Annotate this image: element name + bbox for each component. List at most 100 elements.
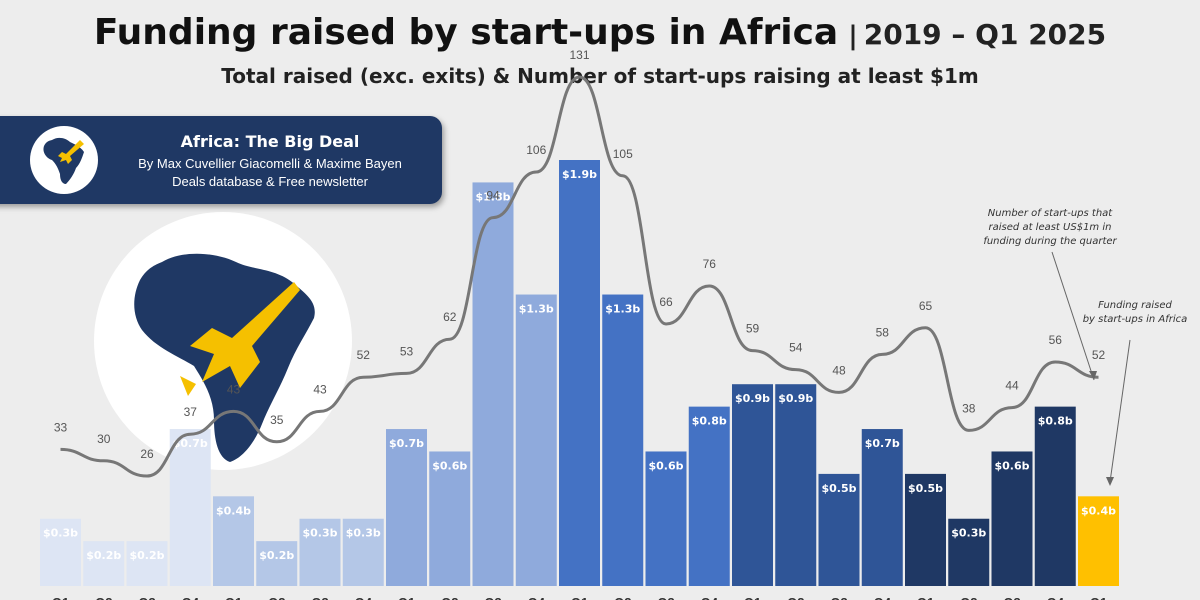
bar-22	[948, 518, 990, 586]
bar-6	[256, 541, 298, 586]
bar-label-1: $0.3b	[43, 527, 78, 540]
category-label-11: Q3	[484, 595, 501, 600]
bar-label-6: $0.2b	[259, 549, 294, 562]
africa-rocket-icon	[30, 126, 98, 194]
category-label-21: Q1	[917, 595, 934, 600]
bar-5	[213, 496, 254, 586]
bar-label-25: $0.4b	[1081, 504, 1116, 517]
funding-note-line-1: Funding raised	[1098, 300, 1172, 311]
bar-label-9: $0.7b	[389, 437, 424, 450]
bar-1	[40, 518, 81, 586]
category-label-5: Q1	[225, 595, 242, 600]
line-label-2: 30	[97, 432, 111, 446]
bar-label-17: $0.9b	[735, 392, 770, 405]
line-label-17: 59	[746, 322, 760, 336]
category-label-6: Q2	[268, 595, 285, 600]
funding-arrow-head	[1106, 477, 1114, 486]
line-label-3: 26	[140, 447, 154, 461]
category-label-13: Q1	[571, 595, 588, 600]
bar-label-14: $1.3b	[605, 303, 640, 316]
line-label-24: 56	[1049, 333, 1063, 347]
category-label-23: Q3	[1003, 595, 1020, 600]
bar-label-15: $0.6b	[648, 459, 683, 472]
bar-label-3: $0.2b	[129, 549, 164, 562]
bar-14	[602, 294, 644, 586]
bar-label-8: $0.3b	[346, 527, 381, 540]
banner-authors: By Max Cuvellier Giacomelli & Maxime Bay…	[138, 156, 402, 171]
line-label-13: 131	[569, 48, 589, 62]
line-label-11: 94	[486, 189, 500, 203]
africa-rocket-illustration	[134, 253, 315, 462]
chart-title: Funding raised by start-ups in Africa | 20…	[0, 12, 1200, 53]
rocket-flame	[180, 376, 196, 396]
bar-23	[991, 451, 1033, 586]
category-label-10: Q2	[441, 595, 458, 600]
startups-arrow-head	[1089, 371, 1097, 380]
startups-note-line-2: raised at least US$1m in	[988, 222, 1112, 233]
startups-note-line-1: Number of start-ups that	[987, 208, 1113, 219]
bar-21	[905, 473, 946, 586]
category-label-14: Q2	[614, 595, 631, 600]
bar-label-7: $0.3b	[302, 527, 337, 540]
bar-24	[1034, 406, 1076, 586]
category-label-16: Q4	[701, 595, 719, 600]
startups-annotation: Number of start-ups that raised at least…	[975, 207, 1125, 249]
bar-9	[386, 429, 427, 586]
bar-label-19: $0.5b	[821, 482, 856, 495]
title-separator: |	[848, 21, 858, 51]
rocket-shape	[190, 282, 300, 388]
category-label-24: Q4	[1047, 595, 1065, 600]
startups-note-line-3: funding during the quarter	[983, 236, 1117, 247]
line-label-22: 38	[962, 401, 976, 415]
funding-annotation: Funding raised by start-ups in Africa	[1075, 299, 1195, 327]
category-label-19: Q3	[830, 595, 847, 600]
category-label-7: Q3	[311, 595, 328, 600]
line-label-10: 62	[443, 310, 457, 324]
line-label-14: 105	[613, 147, 633, 161]
line-label-8: 52	[357, 348, 371, 362]
bar-16	[688, 406, 730, 586]
bar-label-21: $0.5b	[908, 482, 943, 495]
category-label-15: Q3	[657, 595, 674, 600]
bar-label-22: $0.3b	[951, 527, 986, 540]
bar-20	[861, 429, 903, 586]
category-label-2: Q2	[95, 595, 112, 600]
funding-arrow-line	[1109, 339, 1131, 483]
line-label-25: 52	[1092, 348, 1106, 362]
bar-label-2: $0.2b	[86, 549, 121, 562]
bar-label-16: $0.8b	[692, 415, 727, 428]
category-label-25: Q1	[1090, 595, 1107, 600]
line-label-18: 54	[789, 341, 803, 355]
line-label-16: 76	[703, 257, 717, 271]
bar-label-12: $1.3b	[519, 303, 554, 316]
funding-note-line-2: by start-ups in Africa	[1082, 314, 1188, 325]
bar-label-4: $0.7b	[173, 437, 208, 450]
line-label-5: 43	[227, 382, 241, 396]
bar-18	[775, 384, 817, 586]
category-label-22: Q2	[960, 595, 977, 600]
category-label-3: Q3	[138, 595, 155, 600]
line-label-7: 43	[313, 382, 327, 396]
title-period: 2019 – Q1 2025	[863, 18, 1107, 51]
chart-subtitle: Total raised (exc. exits) & Number of st…	[221, 64, 979, 88]
line-label-15: 66	[659, 295, 673, 309]
bar-2	[83, 541, 125, 586]
line-label-1: 33	[54, 420, 68, 434]
bar-3	[126, 541, 168, 586]
bar-19	[818, 473, 860, 586]
category-label-1: Q1	[52, 595, 69, 600]
source-banner[interactable]: Africa: The Big Deal By Max Cuvellier Gi…	[0, 116, 442, 204]
bar-label-10: $0.6b	[432, 459, 467, 472]
category-label-12: Q4	[528, 595, 546, 600]
bar-7	[299, 518, 341, 586]
category-label-20: Q4	[874, 595, 892, 600]
category-label-9: Q1	[398, 595, 415, 600]
bar-label-18: $0.9b	[778, 392, 813, 405]
startups-line	[60, 75, 1099, 478]
bar-15	[645, 451, 687, 586]
banner-title: Africa: The Big Deal	[180, 132, 360, 151]
line-label-23: 44	[1005, 379, 1019, 393]
category-label-4: Q4	[182, 595, 200, 600]
bar-17	[732, 384, 773, 586]
bar-label-11: $1.8b	[475, 190, 510, 203]
